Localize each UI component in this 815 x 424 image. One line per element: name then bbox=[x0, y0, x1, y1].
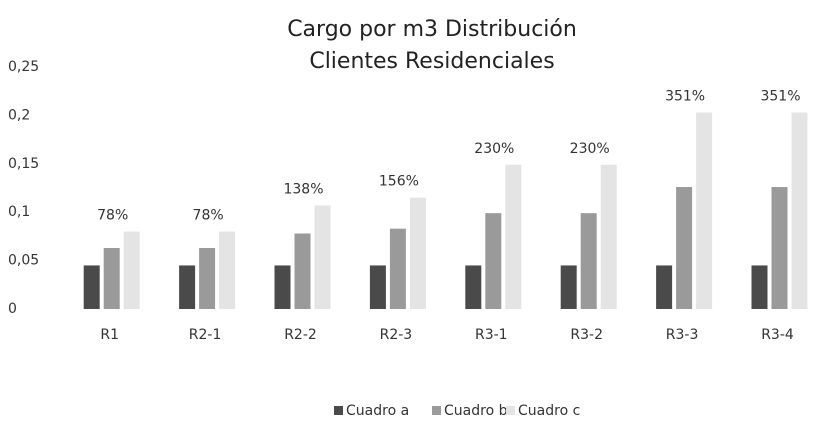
bar bbox=[274, 265, 291, 309]
bar bbox=[83, 265, 100, 309]
annotation: 78% bbox=[97, 208, 128, 224]
legend-label: Cuadro c bbox=[518, 403, 580, 419]
annotation: 138% bbox=[283, 181, 323, 197]
bar bbox=[676, 187, 693, 309]
legend-label: Cuadro b bbox=[444, 403, 508, 419]
bar bbox=[199, 248, 216, 309]
bar bbox=[771, 187, 788, 309]
bar bbox=[485, 213, 502, 309]
bar bbox=[560, 265, 577, 309]
bar bbox=[219, 231, 236, 309]
legend-swatch bbox=[432, 406, 441, 415]
bar bbox=[179, 265, 196, 309]
y-tick-label: 0,15 bbox=[8, 156, 39, 172]
x-tick-label: R1 bbox=[100, 327, 119, 343]
bar bbox=[791, 112, 808, 309]
annotation: 230% bbox=[474, 141, 514, 157]
bar bbox=[600, 164, 617, 309]
legend-swatch bbox=[506, 406, 515, 415]
annotation: 230% bbox=[570, 141, 610, 157]
x-tick-label: R3-1 bbox=[475, 327, 508, 343]
legend-swatch bbox=[334, 406, 343, 415]
annotation: 351% bbox=[760, 88, 800, 104]
bar bbox=[656, 265, 673, 309]
y-tick-label: 0,1 bbox=[8, 204, 30, 220]
bar bbox=[314, 205, 331, 309]
y-tick-label: 0,25 bbox=[8, 59, 39, 75]
bar bbox=[294, 233, 311, 309]
x-tick-label: R3-3 bbox=[666, 327, 699, 343]
bar bbox=[409, 197, 426, 309]
chart-title: Cargo por m3 Distribución bbox=[287, 17, 577, 42]
bar bbox=[103, 248, 120, 309]
annotation: 78% bbox=[193, 208, 224, 224]
legend-label: Cuadro a bbox=[346, 403, 409, 419]
x-tick-label: R2-1 bbox=[189, 327, 222, 343]
bar bbox=[389, 228, 406, 309]
bar bbox=[696, 112, 713, 309]
x-tick-label: R2-2 bbox=[284, 327, 317, 343]
bar bbox=[505, 164, 522, 309]
x-tick-label: R2-3 bbox=[380, 327, 413, 343]
annotation: 351% bbox=[665, 88, 705, 104]
chart-title: Clientes Residenciales bbox=[309, 49, 554, 74]
x-tick-label: R3-2 bbox=[570, 327, 603, 343]
bar bbox=[751, 265, 768, 309]
annotation: 156% bbox=[379, 174, 419, 190]
bar bbox=[465, 265, 482, 309]
x-tick-label: R3-4 bbox=[761, 327, 794, 343]
bar bbox=[123, 231, 140, 309]
y-tick-label: 0,05 bbox=[8, 253, 39, 269]
y-tick-label: 0,2 bbox=[8, 107, 30, 123]
bar bbox=[369, 265, 386, 309]
bar bbox=[580, 213, 597, 309]
y-tick-label: 0 bbox=[8, 301, 17, 317]
